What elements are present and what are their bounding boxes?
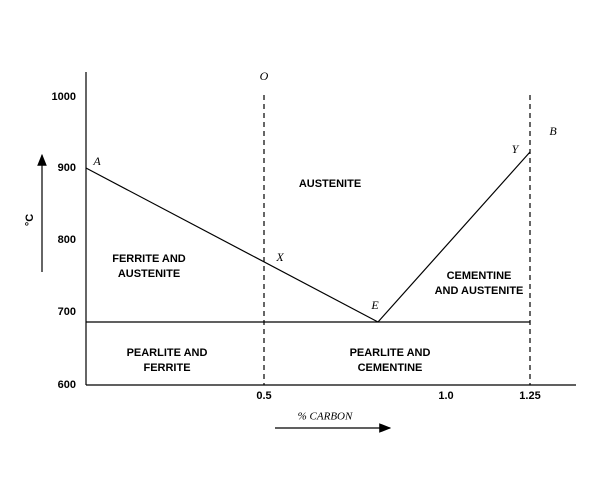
point-label: O <box>260 69 269 83</box>
region-label: PEARLITE AND <box>350 347 431 359</box>
point-label: X <box>275 250 284 264</box>
region-label: AUSTENITE <box>299 178 361 190</box>
region-label: AUSTENITE <box>118 268 180 280</box>
y-axis-label: °C <box>24 214 36 226</box>
y-tick-label: 1000 <box>52 91 76 103</box>
x-tick-label: 1.0 <box>438 390 453 402</box>
y-tick-label: 800 <box>58 234 76 246</box>
x-tick-label: 0.5 <box>256 390 271 402</box>
phase-line <box>85 167 379 323</box>
region-label: PEARLITE AND <box>127 347 208 359</box>
phase-line <box>377 151 531 323</box>
region-label: FERRITE AND <box>112 253 186 265</box>
region-label: CEMENTINE <box>447 270 512 282</box>
y-tick-label: 600 <box>58 379 76 391</box>
region-label: CEMENTINE <box>358 362 423 374</box>
y-tick-label: 700 <box>58 306 76 318</box>
x-tick-label: 1.25 <box>519 390 540 402</box>
point-label: E <box>370 298 379 312</box>
region-label: FERRITE <box>143 362 190 374</box>
point-label: A <box>92 154 101 168</box>
x-axis-label: % CARBON <box>298 411 353 423</box>
region-label: AND AUSTENITE <box>435 285 524 297</box>
point-label: B <box>549 124 557 138</box>
point-label: Y <box>512 142 520 156</box>
y-tick-label: 900 <box>58 162 76 174</box>
